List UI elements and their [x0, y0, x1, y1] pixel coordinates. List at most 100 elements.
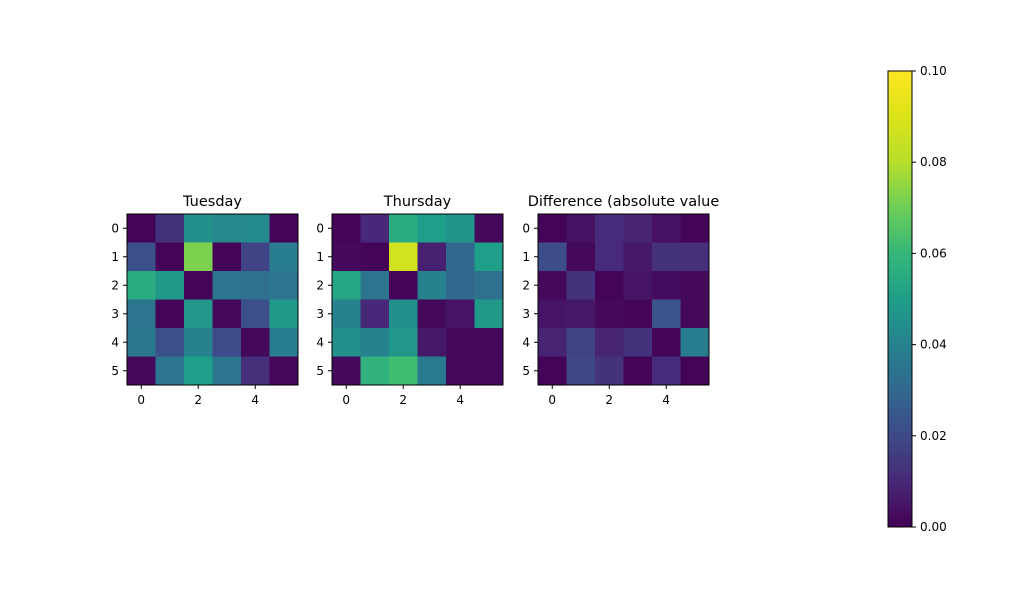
heatmap-cell: [623, 242, 653, 272]
heatmap-cell: [155, 242, 185, 272]
heatmap-cell: [623, 271, 653, 300]
heatmap-cell: [212, 299, 242, 329]
heatmap-cell: [652, 299, 681, 329]
heatmap-cell: [446, 328, 475, 357]
heatmap-frame: [537, 213, 710, 386]
heatmap-panel-difference: Difference (absolute value 0 2 4 0 1 2 3 4 5: [522, 194, 719, 407]
heatmap-cell: [332, 214, 361, 243]
x-tick-label: 4: [251, 393, 259, 407]
heatmap-cell: [538, 242, 567, 272]
heatmap-cell: [446, 242, 475, 272]
heatmap-cell: [241, 214, 270, 243]
heatmap-cell: [389, 214, 418, 243]
heatmap-cell: [241, 356, 270, 386]
heatmap-cell: [474, 299, 504, 329]
heatmap-cell: [652, 271, 681, 300]
y-tick-label: 2: [316, 278, 324, 292]
heatmap-cell: [332, 242, 361, 272]
heatmap-cell: [212, 328, 242, 357]
heatmap-cell: [652, 356, 681, 386]
heatmap-cell: [446, 299, 475, 329]
heatmap-cell: [184, 271, 213, 300]
heatmap-cell: [446, 271, 475, 300]
x-tick-label: 0: [342, 393, 350, 407]
heatmap-cell: [538, 328, 567, 357]
heatmap-cell: [332, 328, 361, 357]
colorbar-tick-label: 0.00: [920, 520, 947, 534]
x-tick-label: 2: [194, 393, 202, 407]
colorbar-frame: [887, 70, 913, 528]
heatmap-cell: [417, 242, 447, 272]
heatmap-cell: [155, 271, 185, 300]
heatmap-cell: [155, 214, 185, 243]
heatmap-cell: [680, 328, 710, 357]
heatmap-cell: [269, 214, 299, 243]
heatmap-cell: [127, 271, 156, 300]
x-tick-label: 2: [399, 393, 407, 407]
heatmap-cell: [360, 299, 390, 329]
heatmap-cell: [184, 214, 213, 243]
heatmap-cell: [538, 271, 567, 300]
heatmap-cell: [332, 356, 361, 386]
heatmap-cell: [269, 271, 299, 300]
heatmap-cell: [127, 328, 156, 357]
y-tick-label: 5: [522, 364, 530, 378]
heatmap-cell: [652, 328, 681, 357]
heatmap-cell: [652, 242, 681, 272]
colorbar-tick-label: 0.04: [920, 338, 947, 352]
heatmap-cell: [680, 271, 710, 300]
heatmap-cell: [474, 328, 504, 357]
y-tick-label: 1: [522, 250, 530, 264]
x-tick-label: 0: [137, 393, 145, 407]
heatmap-cell: [623, 299, 653, 329]
heatmap-cell: [474, 356, 504, 386]
heatmap-cell: [680, 356, 710, 386]
heatmap-cell: [127, 356, 156, 386]
heatmap-cell: [566, 271, 596, 300]
colorbar-tick-label: 0.08: [920, 155, 947, 169]
heatmap-cell: [389, 299, 418, 329]
y-tick-label: 1: [316, 250, 324, 264]
y-tick-label: 2: [111, 278, 119, 292]
heatmap-cell: [360, 356, 390, 386]
x-tick-label: 4: [662, 393, 670, 407]
heatmap-cell: [538, 214, 567, 243]
heatmap-cell: [332, 299, 361, 329]
y-tick-label: 4: [316, 335, 324, 349]
heatmap-cell: [241, 328, 270, 357]
heatmap-cell: [446, 356, 475, 386]
heatmap-cell: [389, 271, 418, 300]
heatmap-cell: [623, 356, 653, 386]
y-tick-label: 5: [316, 364, 324, 378]
colorbar-gradient: [888, 71, 912, 527]
heatmap-cell: [652, 214, 681, 243]
heatmap-cell: [127, 299, 156, 329]
heatmap-cell: [417, 271, 447, 300]
heatmap-cell: [127, 242, 156, 272]
heatmap-frame: [331, 213, 504, 386]
heatmap-cell: [360, 214, 390, 243]
colorbar-tick-label: 0.06: [920, 246, 947, 260]
y-tick-label: 1: [111, 250, 119, 264]
heatmap-cell: [269, 242, 299, 272]
heatmap-cell: [360, 328, 390, 357]
heatmap-cell: [332, 271, 361, 300]
heatmap-cell: [269, 328, 299, 357]
heatmap-cell: [446, 214, 475, 243]
x-tick-label: 0: [548, 393, 556, 407]
heatmap-panel-thursday: Thursday 0 2 4 0 1 2 3 4 5: [316, 194, 504, 407]
heatmap-cell: [241, 299, 270, 329]
heatmap-cell: [389, 328, 418, 357]
heatmap-cell: [389, 356, 418, 386]
heatmap-cell: [212, 242, 242, 272]
heatmap-cell: [474, 242, 504, 272]
heatmap-cell: [595, 271, 624, 300]
colorbar: 0.00 0.02 0.04 0.06 0.08 0.10: [887, 64, 947, 534]
heatmap-cell: [417, 214, 447, 243]
heatmap-cell: [269, 299, 299, 329]
heatmap-cell: [417, 299, 447, 329]
colorbar-tick-label: 0.10: [920, 64, 947, 78]
y-tick-label: 0: [111, 221, 119, 235]
heatmap-cell: [680, 242, 710, 272]
